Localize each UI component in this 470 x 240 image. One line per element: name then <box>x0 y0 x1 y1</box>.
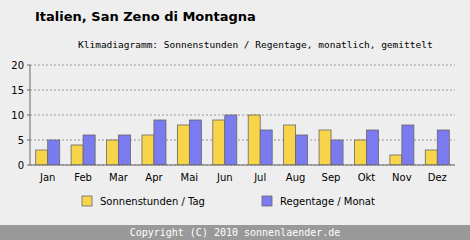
y-tick-label: 0 <box>18 160 24 171</box>
y-tick-label: 10 <box>11 110 24 121</box>
bar <box>225 115 237 165</box>
x-tick-label: Mai <box>181 172 199 183</box>
bar <box>154 120 166 165</box>
chart: Italien, San Zeno di Montagna Klimadiagra… <box>0 0 470 240</box>
x-tick-label: Aug <box>286 172 306 183</box>
grid-line <box>30 115 455 116</box>
x-tick-label: Jul <box>253 172 266 183</box>
copyright: Copyright (C) 2010 sonnenlaender.de <box>130 227 341 238</box>
bar <box>402 125 414 165</box>
y-tick-label: 15 <box>11 85 24 96</box>
bar <box>36 150 48 165</box>
bar <box>107 140 119 165</box>
bars <box>36 115 450 165</box>
x-tick-label: Dez <box>428 172 447 183</box>
bar <box>319 130 331 165</box>
y-tick-label: 20 <box>11 60 24 71</box>
footer <box>0 225 470 240</box>
bar <box>425 150 437 165</box>
bar <box>177 125 189 165</box>
bar <box>248 115 260 165</box>
bar <box>284 125 296 165</box>
x-axis <box>30 165 455 166</box>
bar <box>213 120 225 165</box>
grid-line <box>30 90 455 91</box>
x-tick-label: Sep <box>322 172 341 183</box>
x-tick-label: Jan <box>39 172 55 183</box>
background <box>0 0 470 240</box>
y-tick-label: 5 <box>18 135 24 146</box>
bar <box>142 135 154 165</box>
bar <box>71 145 83 165</box>
grid-line <box>30 65 455 66</box>
bar <box>119 135 131 165</box>
x-tick-label: Mar <box>109 172 129 183</box>
title: Italien, San Zeno di Montagna <box>35 9 256 24</box>
bar <box>390 155 402 165</box>
y-axis <box>30 65 31 165</box>
grid-line <box>30 165 455 166</box>
subtitle: Klimadiagramm: Sonnenstunden / Regentage… <box>78 39 433 50</box>
bar <box>189 120 201 165</box>
x-tick-label: Apr <box>145 172 163 183</box>
bar <box>331 140 343 165</box>
bar <box>48 140 60 165</box>
x-tick-label: Okt <box>358 172 376 183</box>
x-tick-label: Nov <box>392 172 412 183</box>
bar <box>354 140 366 165</box>
legend-label: Regentage / Monat <box>280 196 375 207</box>
legend-swatch <box>82 196 92 206</box>
legend-label: Sonnenstunden / Tag <box>100 196 205 207</box>
x-tick-label: Jun <box>216 172 233 183</box>
x-tick-label: Feb <box>74 172 92 183</box>
bar <box>83 135 95 165</box>
bar <box>437 130 449 165</box>
bar <box>296 135 308 165</box>
legend-swatch <box>262 196 272 206</box>
bar <box>366 130 378 165</box>
bar <box>260 130 272 165</box>
